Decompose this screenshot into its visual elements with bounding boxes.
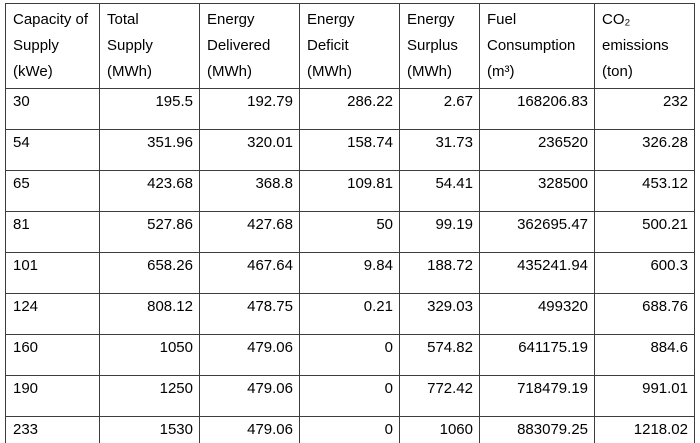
header-row: Capacity of Supply (kWe) Total Supply (M…	[5, 3, 695, 89]
cell-capacity: 233	[5, 416, 100, 443]
cell-energy-delivered: 479.06	[199, 375, 300, 417]
cell-fuel-consumption: 718479.19	[479, 375, 595, 417]
header-fuel-consumption: Fuel Consumption (m³)	[479, 3, 595, 89]
cell-total-supply: 351.96	[99, 129, 200, 171]
cell-co2-emissions: 884.6	[594, 334, 695, 376]
cell-energy-surplus: 99.19	[399, 211, 480, 253]
cell-co2-emissions: 232	[594, 88, 695, 130]
header-total-supply: Total Supply (MWh)	[99, 3, 200, 89]
table-row: 54 351.96 320.01 158.74 31.73 236520 326…	[5, 129, 695, 171]
cell-energy-delivered: 479.06	[199, 416, 300, 443]
cell-energy-deficit: 0.21	[299, 293, 400, 335]
cell-fuel-consumption: 641175.19	[479, 334, 595, 376]
cell-fuel-consumption: 168206.83	[479, 88, 595, 130]
cell-energy-deficit: 0	[299, 416, 400, 443]
table-row: 160 1050 479.06 0 574.82 641175.19 884.6	[5, 334, 695, 376]
cell-energy-deficit: 286.22	[299, 88, 400, 130]
table-row: 65 423.68 368.8 109.81 54.41 328500 453.…	[5, 170, 695, 212]
cell-capacity: 190	[5, 375, 100, 417]
cell-fuel-consumption: 236520	[479, 129, 595, 171]
cell-energy-deficit: 0	[299, 375, 400, 417]
cell-capacity: 54	[5, 129, 100, 171]
cell-co2-emissions: 600.3	[594, 252, 695, 294]
cell-energy-deficit: 158.74	[299, 129, 400, 171]
cell-co2-emissions: 453.12	[594, 170, 695, 212]
cell-total-supply: 1250	[99, 375, 200, 417]
cell-energy-surplus: 574.82	[399, 334, 480, 376]
cell-co2-emissions: 1218.02	[594, 416, 695, 443]
cell-total-supply: 195.5	[99, 88, 200, 130]
cell-total-supply: 527.86	[99, 211, 200, 253]
cell-total-supply: 1530	[99, 416, 200, 443]
cell-total-supply: 658.26	[99, 252, 200, 294]
cell-fuel-consumption: 362695.47	[479, 211, 595, 253]
cell-energy-surplus: 2.67	[399, 88, 480, 130]
header-capacity-of-supply: Capacity of Supply (kWe)	[5, 3, 100, 89]
cell-energy-surplus: 329.03	[399, 293, 480, 335]
cell-capacity: 101	[5, 252, 100, 294]
cell-energy-delivered: 320.01	[199, 129, 300, 171]
cell-energy-surplus: 54.41	[399, 170, 480, 212]
header-energy-delivered: Energy Delivered (MWh)	[199, 3, 300, 89]
table-row: 101 658.26 467.64 9.84 188.72 435241.94 …	[5, 252, 695, 294]
cell-capacity: 30	[5, 88, 100, 130]
table-row: 124 808.12 478.75 0.21 329.03 499320 688…	[5, 293, 695, 335]
cell-capacity: 124	[5, 293, 100, 335]
cell-energy-deficit: 0	[299, 334, 400, 376]
table-row: 233 1530 479.06 0 1060 883079.25 1218.02	[5, 416, 695, 443]
table-row: 81 527.86 427.68 50 99.19 362695.47 500.…	[5, 211, 695, 253]
cell-energy-deficit: 50	[299, 211, 400, 253]
cell-energy-delivered: 427.68	[199, 211, 300, 253]
cell-capacity: 81	[5, 211, 100, 253]
table-row: 190 1250 479.06 0 772.42 718479.19 991.0…	[5, 375, 695, 417]
cell-co2-emissions: 991.01	[594, 375, 695, 417]
header-energy-surplus: Energy Surplus (MWh)	[399, 3, 480, 89]
cell-energy-deficit: 109.81	[299, 170, 400, 212]
cell-capacity: 65	[5, 170, 100, 212]
cell-fuel-consumption: 499320	[479, 293, 595, 335]
cell-energy-delivered: 192.79	[199, 88, 300, 130]
cell-total-supply: 808.12	[99, 293, 200, 335]
cell-co2-emissions: 326.28	[594, 129, 695, 171]
cell-capacity: 160	[5, 334, 100, 376]
cell-energy-deficit: 9.84	[299, 252, 400, 294]
cell-fuel-consumption: 883079.25	[479, 416, 595, 443]
cell-energy-surplus: 1060	[399, 416, 480, 443]
cell-energy-delivered: 467.64	[199, 252, 300, 294]
cell-energy-surplus: 188.72	[399, 252, 480, 294]
cell-energy-delivered: 479.06	[199, 334, 300, 376]
header-co2-emissions: CO₂ emissions (ton)	[594, 3, 695, 89]
cell-co2-emissions: 688.76	[594, 293, 695, 335]
cell-energy-surplus: 772.42	[399, 375, 480, 417]
cell-co2-emissions: 500.21	[594, 211, 695, 253]
cell-fuel-consumption: 328500	[479, 170, 595, 212]
cell-total-supply: 1050	[99, 334, 200, 376]
cell-energy-delivered: 478.75	[199, 293, 300, 335]
energy-supply-table: Capacity of Supply (kWe) Total Supply (M…	[5, 3, 695, 443]
cell-energy-surplus: 31.73	[399, 129, 480, 171]
header-energy-deficit: Energy Deficit (MWh)	[299, 3, 400, 89]
table-row: 30 195.5 192.79 286.22 2.67 168206.83 23…	[5, 88, 695, 130]
cell-fuel-consumption: 435241.94	[479, 252, 595, 294]
cell-total-supply: 423.68	[99, 170, 200, 212]
cell-energy-delivered: 368.8	[199, 170, 300, 212]
